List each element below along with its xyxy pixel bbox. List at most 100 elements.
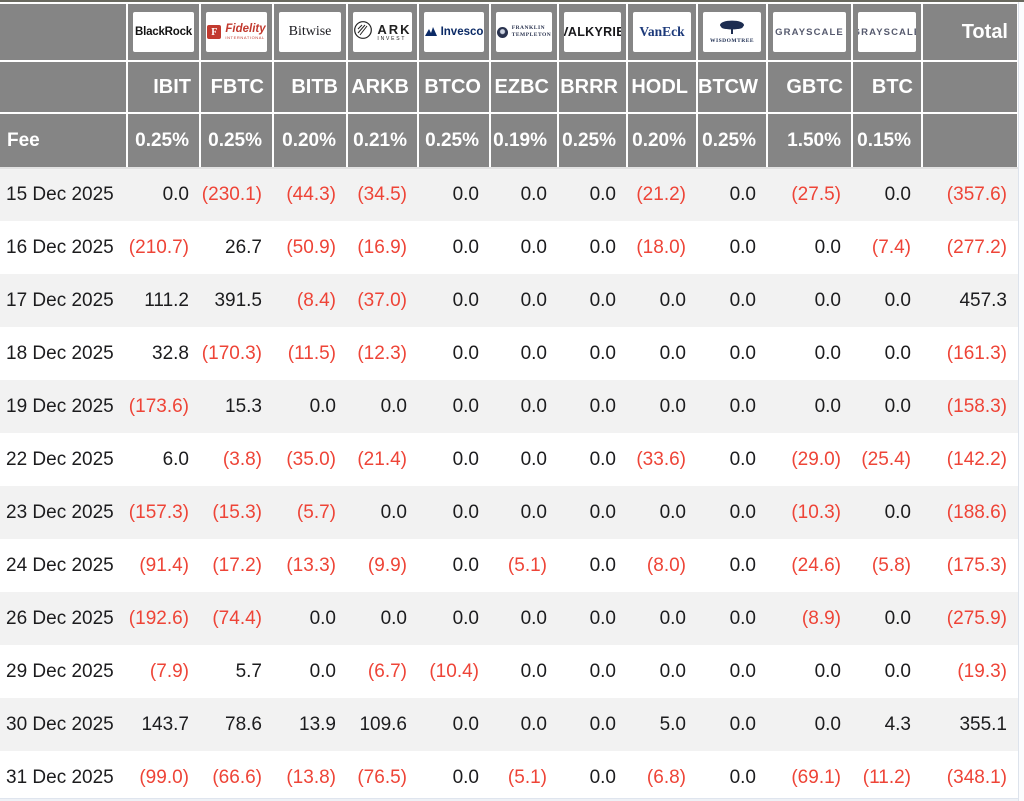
- total-cell: (277.2): [946, 236, 1007, 258]
- flow-cell: (8.0): [646, 554, 686, 576]
- flow-cell: 0.0: [814, 342, 841, 364]
- flow-cell: (25.4): [861, 448, 911, 470]
- flow-cell: (44.3): [286, 184, 336, 205]
- flow-cell: 0.0: [659, 289, 686, 311]
- flow-cell: (27.5): [791, 184, 841, 205]
- flow-cell: 0.0: [589, 395, 616, 417]
- flow-cell: 391.5: [214, 289, 262, 311]
- flow-cell: 5.0: [659, 713, 686, 735]
- fee-cell: 1.50%: [766, 112, 853, 169]
- date-cell: 23 Dec 2025: [6, 501, 114, 523]
- fee-cell: 0.25%: [696, 112, 768, 169]
- fee-label-cell: Fee: [0, 112, 128, 169]
- provider-name: ARK: [377, 21, 412, 37]
- total-cell: (161.3): [946, 342, 1007, 364]
- corner-cell: [0, 2, 128, 62]
- date-cell: 22 Dec 2025: [6, 448, 114, 470]
- provider-logo-cell: ARK INVEST: [346, 2, 419, 62]
- flow-row: 15 Dec 2025 0.0 (230.1) (44.3) (34.5) 0.0 0.0 0…: [0, 168, 1018, 221]
- invesco-mountain-icon: [424, 23, 437, 41]
- flow-cell: (8.9): [801, 607, 841, 629]
- flow-row: 24 Dec 2025 (91.4) (17.2) (13.3) (9.9) 0.0 (5.…: [0, 539, 1018, 592]
- provider-logo-invesco: Invesco: [424, 12, 484, 52]
- scrollbar-gutter[interactable]: [1018, 2, 1024, 801]
- flow-cell: (157.3): [128, 501, 189, 523]
- flow-cell: (18.0): [636, 236, 686, 258]
- flow-cell: 13.9: [299, 713, 336, 735]
- flow-cell: 0.0: [589, 342, 616, 364]
- ticker-cell: IBIT: [126, 60, 201, 114]
- provider-logo-ark: ARK INVEST: [353, 12, 412, 52]
- flow-cell: 0.0: [452, 184, 479, 205]
- flow-row: 18 Dec 2025 32.8 (170.3) (11.5) (12.3) 0.0 0.0…: [0, 327, 1018, 380]
- ticker-cell: FBTC: [199, 60, 274, 114]
- fee-cell: 0.25%: [126, 112, 201, 169]
- flow-cell: 0.0: [520, 395, 547, 417]
- wisdomtree-wordmark: WISDOMTREE: [710, 20, 754, 45]
- provider-logo-grayscale: GRAYSCALE: [773, 12, 846, 52]
- flow-cell: 0.0: [729, 236, 756, 258]
- total-cell: (142.2): [946, 448, 1007, 470]
- ticker-cell: BTCW: [696, 60, 768, 114]
- flow-cell: 32.8: [152, 342, 189, 364]
- wisdomtree-tree-icon: [718, 20, 746, 38]
- flow-cell: 0.0: [589, 713, 616, 735]
- flow-cell: 0.0: [520, 501, 547, 523]
- provider-subtext: TEMPLETON: [511, 32, 552, 38]
- provider-subtext: INVEST: [377, 35, 407, 42]
- flow-cell: 0.0: [452, 448, 479, 470]
- provider-name: VALKYRIE: [564, 25, 621, 39]
- flow-cell: 0.0: [729, 342, 756, 364]
- flow-cell: (50.9): [286, 236, 336, 258]
- fidelity-wordmark: Fidelity INTERNATIONAL: [225, 23, 265, 41]
- date-cell: 26 Dec 2025: [6, 607, 114, 629]
- flow-cell: (3.8): [222, 448, 262, 470]
- flow-cell: 0.0: [309, 395, 336, 417]
- flow-row: 16 Dec 2025 (210.7) 26.7 (50.9) (16.9) 0.0 0.0…: [0, 221, 1018, 274]
- total-cell: 457.3: [959, 289, 1007, 311]
- flow-cell: 0.0: [729, 660, 756, 682]
- franklin-medallion-icon: [496, 26, 508, 38]
- flow-cell: 0.0: [814, 236, 841, 258]
- fidelity-f-icon: F: [207, 25, 222, 39]
- provider-name: Invesco: [440, 26, 484, 38]
- provider-logo-cell: GRAYSCALE: [766, 2, 853, 62]
- flow-cell: 0.0: [729, 501, 756, 523]
- fee-cell: 0.25%: [417, 112, 491, 169]
- provider-logo-blackrock: BlackRock: [133, 12, 194, 52]
- flow-cell: 0.0: [814, 660, 841, 682]
- flow-cell: (192.6): [128, 607, 189, 629]
- flow-cell: 0.0: [520, 607, 547, 629]
- flow-row: 26 Dec 2025 (192.6) (74.4) 0.0 0.0 0.0 0.0 0.0 0…: [0, 592, 1018, 645]
- flow-cell: 0.0: [589, 289, 616, 311]
- flow-cell: 0.0: [884, 184, 911, 205]
- flow-cell: 5.7: [235, 660, 262, 682]
- date-cell: 15 Dec 2025: [6, 184, 114, 205]
- flow-cell: 0.0: [884, 501, 911, 523]
- flow-cell: (7.4): [871, 236, 911, 258]
- flow-row: 19 Dec 2025 (173.6) 15.3 0.0 0.0 0.0 0.0 0.0 0.0…: [0, 380, 1018, 433]
- flow-cell: (37.0): [357, 289, 407, 311]
- flow-cell: (5.1): [507, 554, 547, 576]
- flow-cell: (99.0): [139, 766, 189, 788]
- flow-cell: 111.2: [144, 289, 189, 311]
- total-cell: (158.3): [946, 395, 1007, 417]
- flow-cell: (10.4): [429, 660, 479, 682]
- flow-row: 29 Dec 2025 (7.9) 5.7 0.0 (6.7) (10.4) 0.0 0.0 0…: [0, 645, 1018, 698]
- flow-cell: (21.4): [357, 448, 407, 470]
- flow-cell: (29.0): [791, 448, 841, 470]
- provider-logo-cell: Invesco: [417, 2, 491, 62]
- flow-cell: 0.0: [452, 554, 479, 576]
- ticker-cell: BRRR: [557, 60, 628, 114]
- flow-cell: 0.0: [729, 289, 756, 311]
- flow-cell: (9.9): [367, 554, 407, 576]
- flow-cell: (7.9): [149, 660, 189, 682]
- date-cell: 19 Dec 2025: [6, 395, 114, 417]
- flow-cell: 0.0: [452, 342, 479, 364]
- flow-cell: (74.4): [212, 607, 262, 629]
- flow-cell: 0.0: [520, 342, 547, 364]
- provider-name: VanEck: [639, 24, 685, 39]
- provider-name: WISDOMTREE: [709, 37, 755, 44]
- total-cell: (357.6): [946, 184, 1007, 205]
